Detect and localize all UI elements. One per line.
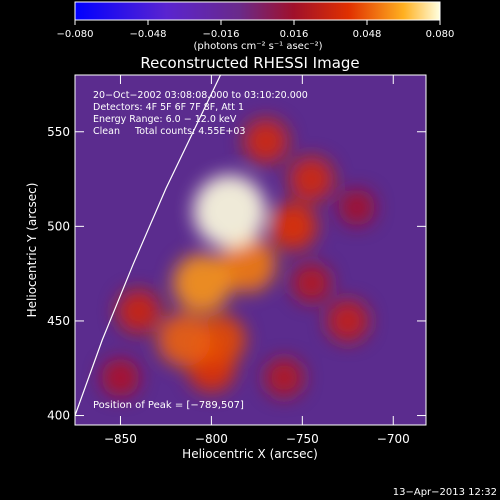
timestamp: 13−Apr−2013 12:32 (393, 487, 497, 498)
colorbar-tick-label: 0.080 (426, 29, 455, 40)
colorbar-tick-label: −0.080 (56, 29, 93, 40)
y-tick-label: 500 (47, 219, 70, 233)
info-line-time: 20−Oct−2002 03:08:08.000 to 03:10:20.000 (93, 90, 308, 101)
colorbar-ticks: −0.080 −0.048 −0.016 0.016 0.048 0.080 (56, 20, 454, 40)
x-tick-label: −800 (195, 432, 228, 446)
emission-source (193, 174, 266, 248)
heatmap-image (75, 75, 426, 425)
emission-source (116, 289, 161, 334)
x-tick-label: −700 (377, 432, 410, 446)
emission-source (219, 236, 276, 293)
y-tick-label: 550 (47, 125, 70, 139)
emission-source (264, 358, 304, 398)
emission-source (269, 202, 318, 251)
emission-source (195, 314, 246, 366)
info-block: 20−Oct−2002 03:08:08.000 to 03:10:20.000… (93, 90, 308, 137)
info-line-detectors: Detectors: 4F 5F 6F 7F 8F, Att 1 (93, 102, 244, 113)
emission-source (326, 299, 369, 342)
colorbar-tick-label: 0.048 (353, 29, 382, 40)
plot-frame (74, 74, 427, 426)
colorbar-unit-label: (photons cm⁻² s⁻¹ asec⁻²) (193, 41, 322, 52)
y-axis-label: Heliocentric Y (arcsec) (25, 183, 39, 318)
colorbar (74, 1, 441, 21)
emission-source (289, 156, 334, 202)
colorbar-tick-label: −0.048 (129, 29, 166, 40)
x-tick-label: −750 (286, 432, 319, 446)
chart-title: Reconstructed RHESSI Image (140, 54, 359, 72)
x-tick-label: −850 (104, 432, 137, 446)
emission-source (101, 358, 140, 397)
y-tick-label: 450 (47, 314, 70, 328)
y-tick-label: 400 (47, 409, 70, 423)
x-ticks: −850 −800 −750 −700 (104, 75, 410, 446)
info-line-counts: Clean Total counts: 4.55E+03 (93, 126, 245, 137)
colorbar-tick-label: −0.016 (202, 29, 239, 40)
emission-source (291, 263, 332, 303)
colorbar-tick-label: 0.016 (280, 29, 309, 40)
y-ticks: 400 450 500 550 (47, 125, 426, 423)
info-line-energy: Energy Range: 6.0 − 12.0 keV (93, 114, 237, 125)
emission-source (172, 253, 232, 313)
emission-source (338, 189, 376, 226)
x-axis-label: Heliocentric X (arcsec) (182, 447, 318, 461)
peak-position-label: Position of Peak = [−789,507] (93, 400, 244, 411)
solar-limb-curve (75, 75, 222, 416)
emission-source (243, 118, 289, 164)
emission-source (157, 313, 211, 367)
